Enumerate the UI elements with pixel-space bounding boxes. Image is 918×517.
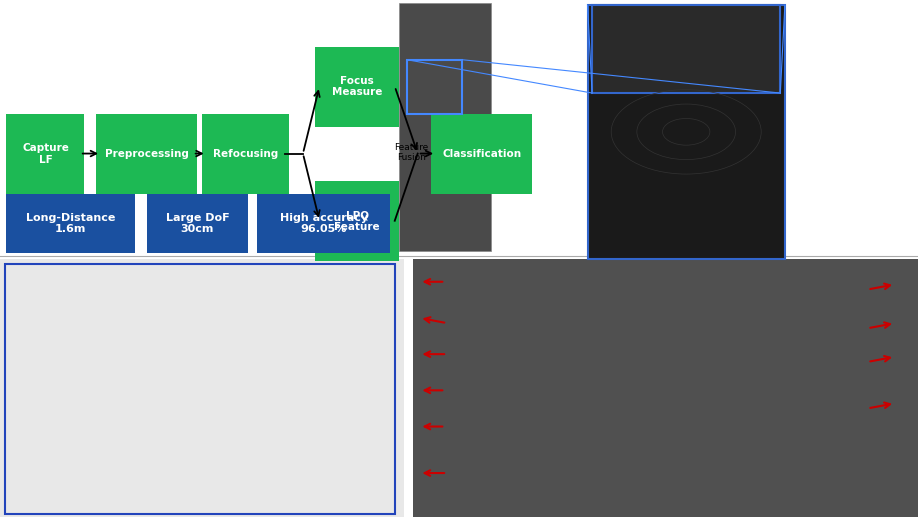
FancyBboxPatch shape [147, 194, 248, 253]
Text: Refocusing: Refocusing [213, 149, 278, 159]
FancyBboxPatch shape [6, 114, 84, 194]
FancyBboxPatch shape [431, 114, 532, 194]
Text: LPQ
Feature: LPQ Feature [334, 210, 380, 232]
FancyBboxPatch shape [6, 194, 135, 253]
FancyBboxPatch shape [413, 258, 918, 517]
FancyBboxPatch shape [315, 181, 399, 261]
Text: Capture
LF: Capture LF [22, 143, 69, 164]
FancyBboxPatch shape [399, 3, 491, 251]
FancyBboxPatch shape [0, 258, 404, 517]
FancyBboxPatch shape [592, 5, 780, 93]
Text: Classification: Classification [442, 149, 521, 159]
FancyBboxPatch shape [202, 114, 289, 194]
Text: Large DoF
30cm: Large DoF 30cm [165, 213, 230, 234]
FancyBboxPatch shape [96, 114, 197, 194]
Text: High accuracy
96.05%: High accuracy 96.05% [280, 213, 367, 234]
FancyBboxPatch shape [257, 194, 390, 253]
Text: Long-Distance
1.6m: Long-Distance 1.6m [26, 213, 116, 234]
Text: Focus
Measure: Focus Measure [332, 76, 382, 97]
Text: Feature
Fusion: Feature Fusion [394, 143, 429, 162]
FancyBboxPatch shape [588, 5, 785, 258]
Text: Preprocessing: Preprocessing [105, 149, 189, 159]
FancyBboxPatch shape [0, 0, 918, 256]
FancyBboxPatch shape [315, 47, 399, 127]
